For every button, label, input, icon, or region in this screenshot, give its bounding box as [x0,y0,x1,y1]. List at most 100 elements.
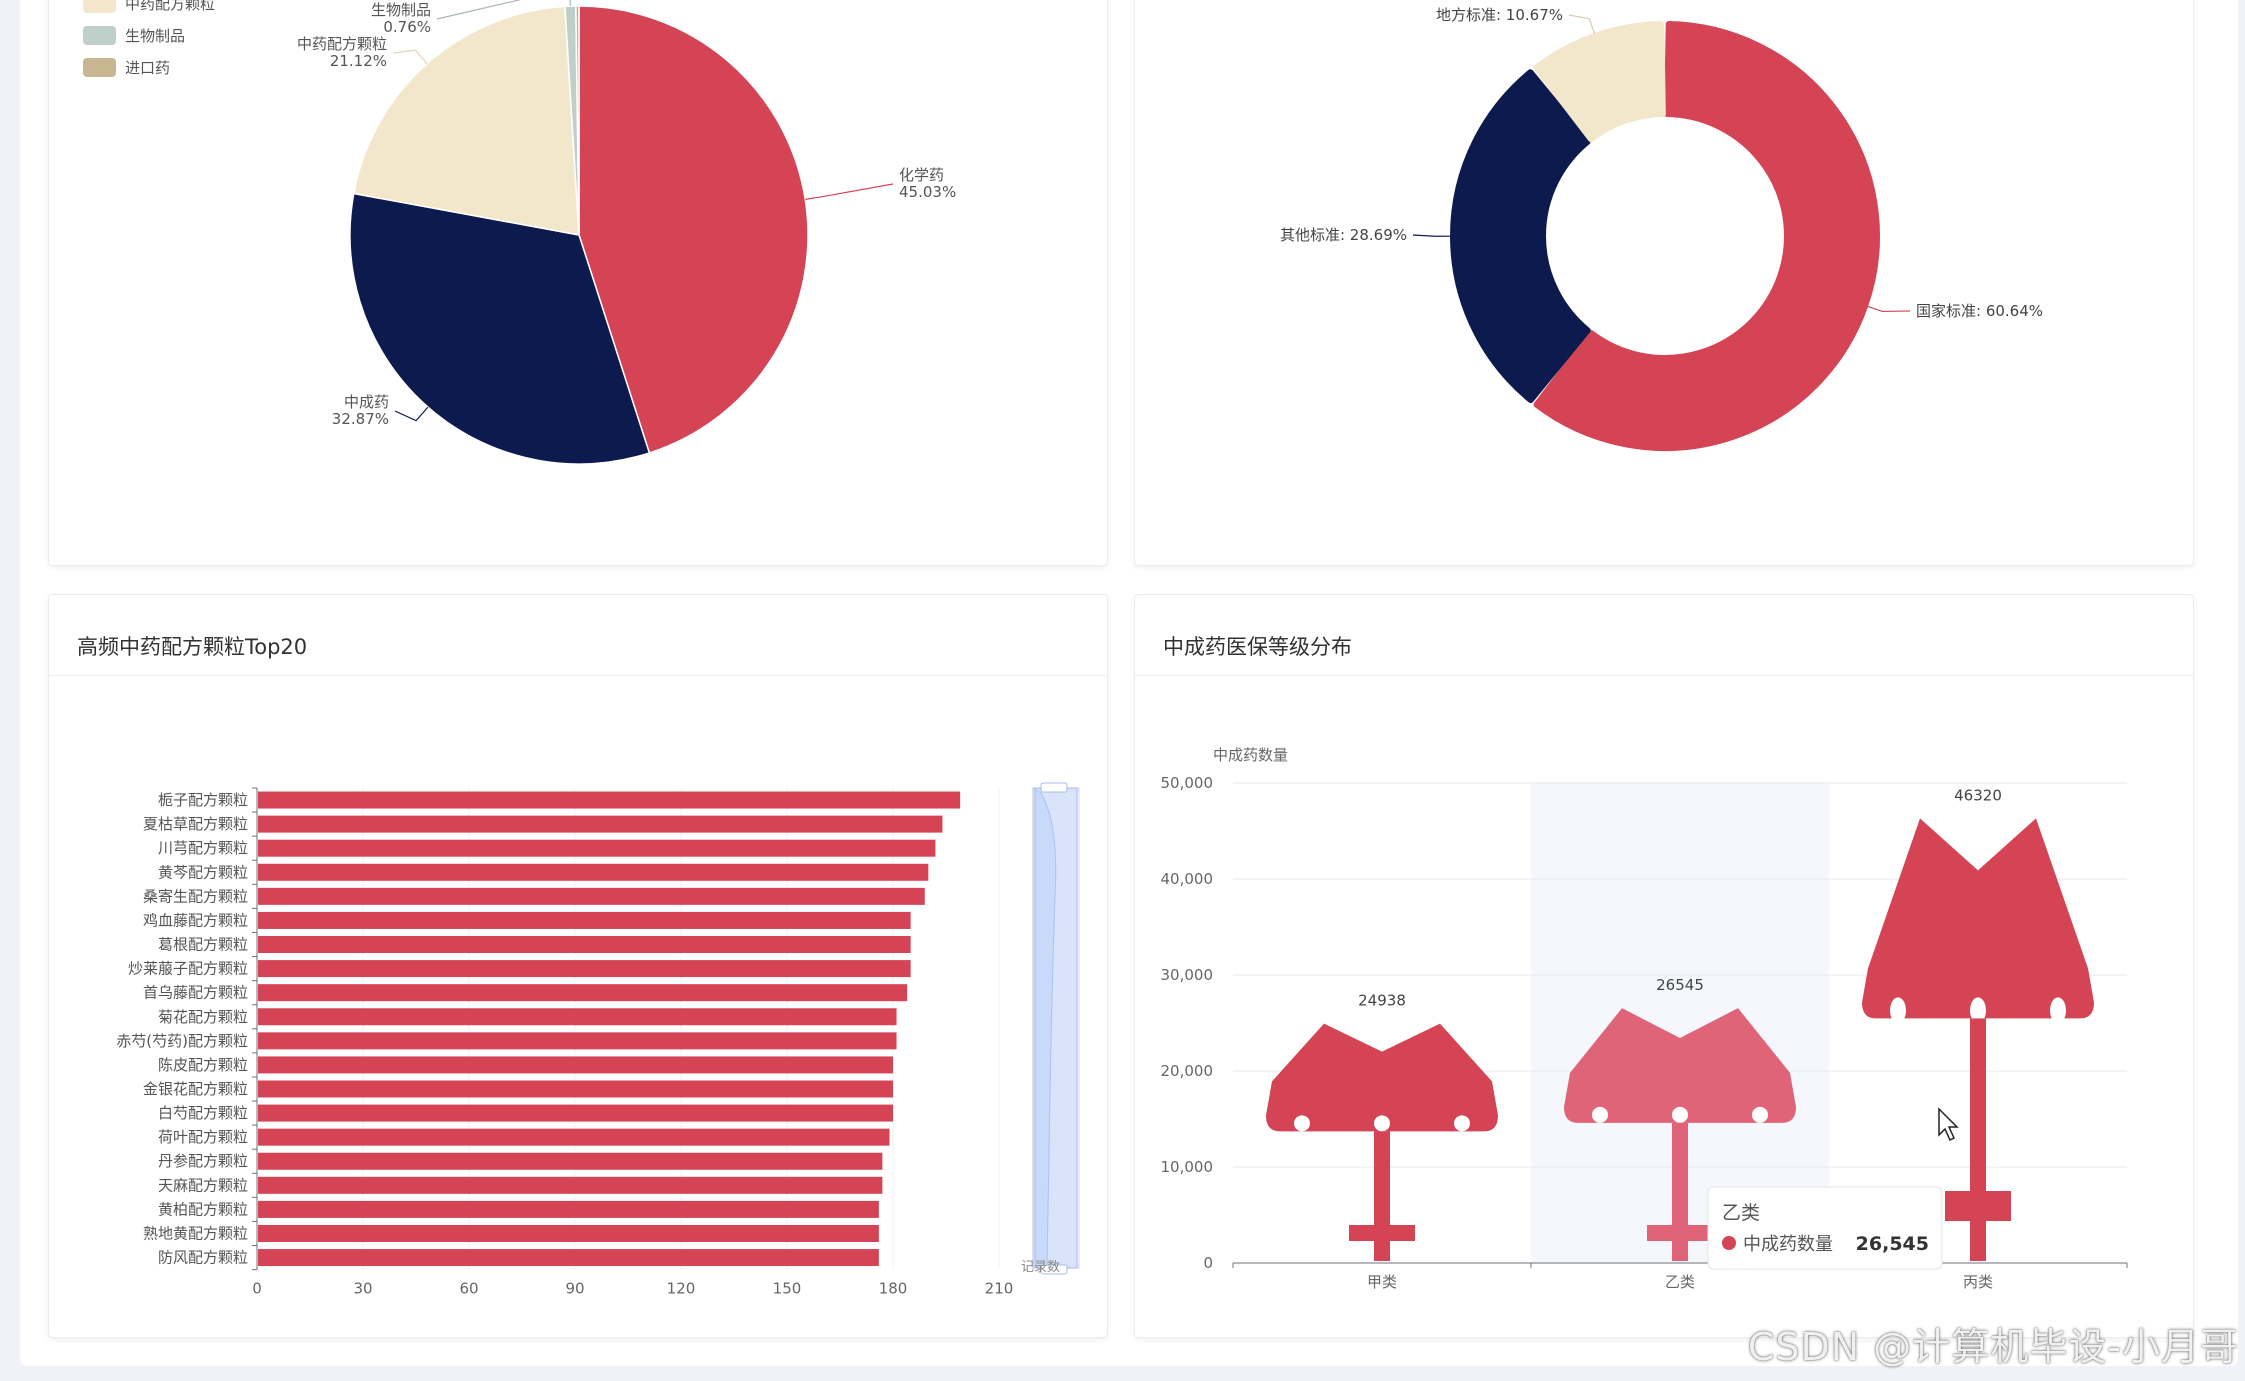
x-tick-label: 90 [565,1280,584,1298]
pie-label-name: 生物制品 [371,1,431,19]
y-category-label: 栀子配方颗粒 [158,791,248,809]
card-divider [49,675,1107,676]
datazoom-handle-top[interactable] [1040,782,1068,793]
watermark: CSDN @计算机毕设-小月哥 [1747,1325,2239,1369]
bar-16 [258,1176,883,1194]
donut-label: 地方标准: 10.67% [1436,6,1563,24]
pictorial-bar-0 [1266,1023,1498,1261]
value-label: 26545 [1656,976,1704,994]
y-category-label: 防风配方颗粒 [158,1249,248,1267]
bar-8 [258,984,908,1002]
pie-label-percent: 21.12% [330,52,387,70]
bar-dot [2050,997,2066,1024]
y-tick-label: 0 [1203,1254,1213,1272]
value-label: 24938 [1358,992,1406,1010]
donut-label-line [1412,234,1452,237]
bar-dot [1294,1115,1310,1132]
y-tick-label: 20,000 [1161,1062,1214,1080]
card-title: 高频中药配方颗粒Top20 [77,635,308,659]
y-tick-label: 50,000 [1161,774,1214,792]
drug-type-pie-card: 化学药 45.03% 中成药 32.87% 中药配方颗粒 21.12% 生物制品 0.76% 中… [48,0,1108,566]
bar-head-shape [1862,818,2094,1019]
pie-label-line [394,406,429,422]
standard-donut-chart: 国家标准: 60.64% 其他标准: 28.69% 地方标准: 10.67% [1280,6,2043,451]
y-category-label: 首乌藤配方颗粒 [143,984,248,1002]
pie-label-name: 中成药 [344,393,389,411]
tooltip-value: 26,545 [1856,1233,1929,1255]
pie-slice-4 [575,5,580,236]
legend-swatch [83,58,116,77]
y-category-label: 菊花配方颗粒 [158,1008,248,1026]
pictorial-bar-1 [1564,1008,1796,1261]
bar-12 [258,1080,893,1098]
y-category-label: 葛根配方颗粒 [158,936,248,954]
bar-10 [258,1032,897,1050]
bar-dot [1374,1115,1390,1132]
legend-label: 中药配方颗粒 [125,0,215,13]
legend-swatch [83,0,116,13]
y-tick-label: 10,000 [1161,1158,1214,1176]
tooltip-series-dot [1722,1236,1736,1250]
pie-slice-2 [352,5,580,236]
pie-slice-1 [349,192,651,465]
bar-7 [258,960,911,978]
bar-4 [258,887,925,905]
bar-15 [258,1152,883,1170]
y-category-label: 金银花配方颗粒 [143,1080,248,1098]
y-category-label: 陈皮配方颗粒 [158,1056,248,1074]
insurance-level-pictorial-chart: 0 10,000 20,000 30,000 40,000 50,000 中成药数量 2493… [1161,746,2128,1291]
x-tick-label: 210 [985,1280,1014,1298]
pie-label-line [436,0,571,20]
donut-label: 其他标准: 28.69% [1280,226,1407,244]
y-category-label: 荷叶配方颗粒 [158,1128,248,1146]
datazoom-slider[interactable] [1032,782,1080,1275]
legend-label: 生物制品 [125,27,185,45]
bar-dot [1672,1106,1688,1123]
legend-swatch [83,26,116,45]
y-category-label: 丹参配方颗粒 [158,1152,248,1170]
donut-slice-2 [1533,21,1666,143]
insurance-level-card: 中成药医保等级分布 0 10,000 20,000 30,000 40,000 50,00… [1134,594,2194,1338]
bar-11 [258,1056,893,1074]
y-category-label: 鸡血藤配方颗粒 [143,911,248,929]
x-category-label: 丙类 [1963,1273,1993,1291]
bar-13 [258,1104,893,1122]
pie-slice-0 [578,5,809,454]
bar-1 [258,815,943,833]
y-category-label: 桑寄生配方颗粒 [143,887,248,905]
x-tick-label: 60 [459,1280,478,1298]
bar-6 [258,936,911,954]
donut-label-line [1866,305,1911,313]
datazoom-shadow [1032,787,1057,1269]
value-label: 46320 [1954,786,2002,804]
card-divider [1135,675,2193,676]
bar-stem [1970,1018,1986,1261]
y-category-label: 赤芍(芍药)配方颗粒 [116,1032,248,1050]
y-category-label: 夏枯草配方颗粒 [143,815,248,833]
y-category-label: 黄芩配方颗粒 [158,863,248,881]
datazoom-handle-bottom[interactable] [1040,1264,1068,1275]
card-title: 中成药医保等级分布 [1163,635,1352,659]
standard-donut-card: 国家标准: 60.64% 其他标准: 28.69% 地方标准: 10.67% [1134,0,2194,566]
pie-label-line [805,183,894,200]
granule-top20-card: 高频中药配方颗粒Top20 0 30 60 90 120 150 180 210 栀子配方颗粒夏… [48,594,1108,1338]
granule-top20-bar-chart: 0 30 60 90 120 150 180 210 栀子配方颗粒夏枯草配方颗粒川芎配方颗粒黄芩… [116,782,1080,1298]
bar-5 [258,911,911,929]
x-tick-label: 120 [667,1280,696,1298]
bar-crossbar [1349,1225,1415,1241]
pie-label-name: 中药配方颗粒 [297,35,387,53]
bar-stem [1374,1131,1390,1261]
y-category-label: 白芍配方颗粒 [158,1104,248,1122]
y-axis-title: 中成药数量 [1213,746,1288,764]
legend-label: 进口药 [125,59,170,77]
datazoom-label: 记录数 [1021,1260,1060,1275]
y-category-label: 熟地黄配方颗粒 [143,1224,248,1242]
bar-0 [258,791,961,809]
bar-9 [258,1008,897,1026]
bar-14 [258,1128,890,1146]
x-tick-label: 30 [353,1280,372,1298]
y-category-label: 川芎配方颗粒 [158,839,248,857]
pie-label-line [392,49,428,65]
pictorial-bar-2 [1862,818,2094,1261]
y-tick-label: 40,000 [1161,870,1214,888]
